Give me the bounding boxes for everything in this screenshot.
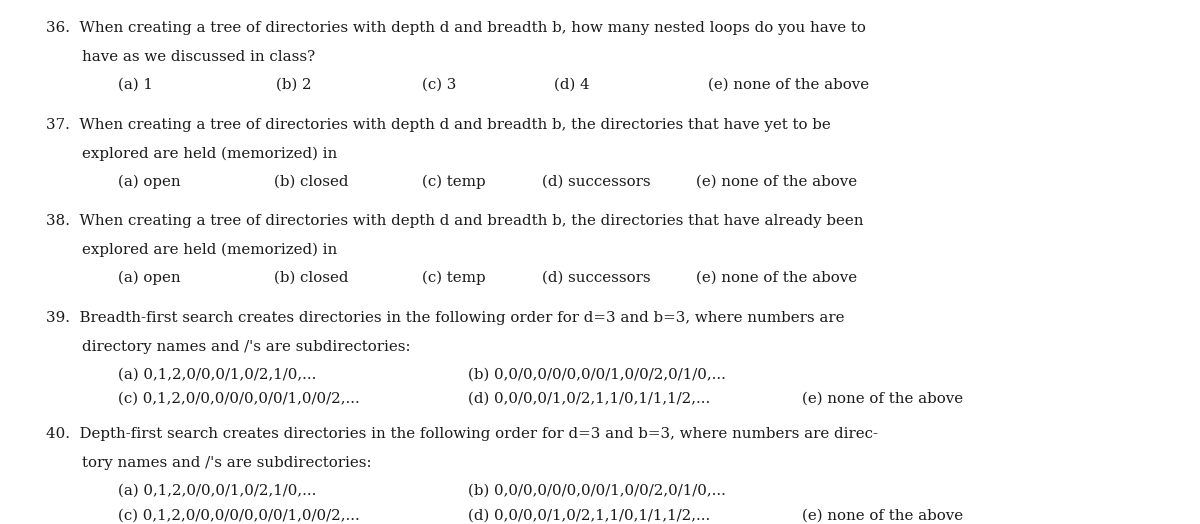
Text: (a) 0,1,2,0/0,0/1,0/2,1/0,...: (a) 0,1,2,0/0,0/1,0/2,1/0,... [118,367,316,381]
Text: (c) temp: (c) temp [422,174,486,189]
Text: 40.  Depth-first search creates directories in the following order for d=3 and b: 40. Depth-first search creates directori… [46,427,877,441]
Text: (d) successors: (d) successors [542,270,652,285]
Text: (a) 1: (a) 1 [118,78,152,92]
Text: (e) none of the above: (e) none of the above [708,78,869,92]
Text: (a) open: (a) open [118,174,180,189]
Text: directory names and /'s are subdirectories:: directory names and /'s are subdirectori… [82,340,410,354]
Text: 38.  When creating a tree of directories with depth d and breadth b, the directo: 38. When creating a tree of directories … [46,214,863,228]
Text: (a) open: (a) open [118,270,180,285]
Text: (c) temp: (c) temp [422,270,486,285]
Text: (c) 3: (c) 3 [422,78,457,92]
Text: (c) 0,1,2,0/0,0/0/0,0/0/1,0/0/2,...: (c) 0,1,2,0/0,0/0/0,0/0/1,0/0/2,... [118,392,359,406]
Text: (e) none of the above: (e) none of the above [802,508,962,522]
Text: (b) closed: (b) closed [274,270,348,285]
Text: (d) 0,0/0,0/1,0/2,1,1/0,1/1,1/2,...: (d) 0,0/0,0/1,0/2,1,1/0,1/1,1/2,... [468,392,710,406]
Text: (b) 2: (b) 2 [276,78,312,92]
Text: (b) 0,0/0,0/0/0,0/0/1,0/0/2,0/1/0,...: (b) 0,0/0,0/0/0,0/0/1,0/0/2,0/1/0,... [468,367,726,381]
Text: (b) closed: (b) closed [274,174,348,189]
Text: have as we discussed in class?: have as we discussed in class? [82,50,314,64]
Text: explored are held (memorized) in: explored are held (memorized) in [82,147,337,161]
Text: (d) successors: (d) successors [542,174,652,189]
Text: 39.  Breadth-first search creates directories in the following order for d=3 and: 39. Breadth-first search creates directo… [46,311,844,325]
Text: (d) 0,0/0,0/1,0/2,1,1/0,1/1,1/2,...: (d) 0,0/0,0/1,0/2,1,1/0,1/1,1/2,... [468,508,710,522]
Text: (c) 0,1,2,0/0,0/0/0,0/0/1,0/0/2,...: (c) 0,1,2,0/0,0/0/0,0/0/1,0/0/2,... [118,508,359,522]
Text: 36.  When creating a tree of directories with depth d and breadth b, how many ne: 36. When creating a tree of directories … [46,21,865,35]
Text: (d) 4: (d) 4 [554,78,590,92]
Text: tory names and /'s are subdirectories:: tory names and /'s are subdirectories: [82,456,371,470]
Text: (e) none of the above: (e) none of the above [696,270,857,285]
Text: (a) 0,1,2,0/0,0/1,0/2,1/0,...: (a) 0,1,2,0/0,0/1,0/2,1/0,... [118,484,316,498]
Text: (e) none of the above: (e) none of the above [802,392,962,406]
Text: (e) none of the above: (e) none of the above [696,174,857,189]
Text: explored are held (memorized) in: explored are held (memorized) in [82,243,337,257]
Text: 37.  When creating a tree of directories with depth d and breadth b, the directo: 37. When creating a tree of directories … [46,118,830,132]
Text: (b) 0,0/0,0/0/0,0/0/1,0/0/2,0/1/0,...: (b) 0,0/0,0/0/0,0/0/1,0/0/2,0/1/0,... [468,484,726,498]
